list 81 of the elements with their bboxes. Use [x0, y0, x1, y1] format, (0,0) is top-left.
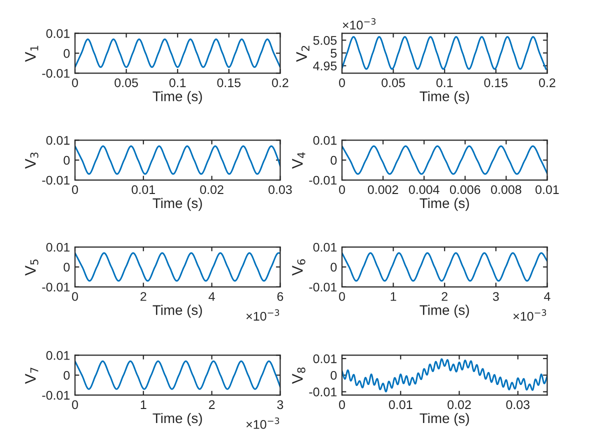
y-axis-title: V$_{2}$	[296, 46, 310, 62]
text: ×10$^{−3}$	[246, 309, 280, 321]
y-tick-label: 0.01	[313, 242, 337, 252]
x-axis-title: Time (s)	[152, 91, 202, 104]
y-tick-label: 0	[330, 156, 337, 165]
x-axis-title: Time (s)	[152, 304, 202, 318]
x-tick-label: 3	[277, 400, 284, 410]
x-tick-label: 0.02	[200, 185, 224, 194]
y-tick-label: 0.01	[46, 351, 70, 360]
y-tick-label: 0	[330, 262, 337, 272]
y-tick-label: 0.01	[46, 136, 70, 145]
y-tick-label: 0.01	[313, 136, 337, 145]
x-tick-label: 0.006	[450, 185, 480, 194]
y-axis-title: V$_{6}$	[292, 259, 306, 276]
y-tick-label: -0.01	[309, 176, 337, 185]
y-tick-label: 4.95	[313, 62, 337, 70]
y-tick-label: 0.01	[313, 354, 337, 364]
x-tick-label: 0	[339, 78, 345, 88]
x-axis-title: Time (s)	[152, 412, 202, 426]
y-tick-label: 0.01	[46, 242, 70, 252]
x-axis-title: Time (s)	[420, 412, 469, 426]
x-tick-label: 0.05	[114, 78, 138, 88]
x-tick-label: 4	[208, 292, 215, 301]
x-tick-label: 1	[140, 400, 146, 409]
x-tick-label: 0.2	[539, 78, 556, 88]
y-tick-label: 0.01	[46, 29, 70, 38]
y-tick-label: -0.01	[42, 282, 70, 292]
x-tick-label: 2	[442, 292, 448, 301]
y-axis-title: V$_{3}$	[25, 152, 38, 169]
text: ×10$^{−3}$	[342, 18, 376, 30]
x-tick-label: 0	[72, 292, 78, 301]
x-tick-label: 0.15	[484, 78, 508, 88]
x-tick-label: 0.05	[382, 78, 405, 88]
y-tick-label: -0.01	[309, 282, 337, 292]
x-tick-label: 0.01	[536, 185, 559, 194]
x-tick-label: 0.03	[268, 185, 292, 194]
y-axis-title: V$_{4}$	[292, 152, 306, 169]
y-tick-label: 0	[330, 370, 337, 380]
x-tick-label: 0	[72, 78, 78, 88]
x-tick-label: 0	[72, 185, 78, 194]
x-axis-title: Time (s)	[420, 198, 469, 211]
x-tick-label: 2	[208, 400, 215, 409]
x-tick-label: 0.2	[272, 78, 288, 88]
x-tick-label: 3	[492, 292, 499, 301]
y-tick-label: 5.05	[313, 36, 337, 45]
text: ×10$^{−3}$	[513, 309, 546, 321]
x-tick-label: 2	[140, 292, 146, 301]
x-axis-title: Time (s)	[420, 304, 469, 318]
x-tick-label: 0.008	[491, 185, 522, 194]
y-tick-label: 0	[64, 49, 70, 58]
x-tick-label: 0.15	[217, 78, 241, 88]
y-tick-label: -0.01	[309, 388, 337, 396]
y-axis-title: V$_{7}$	[25, 368, 38, 384]
y-axis-title: V$_{8}$	[292, 368, 306, 384]
x-axis-title: Time (s)	[420, 91, 469, 104]
x-tick-label: 0.004	[408, 185, 440, 194]
y-tick-label: -0.01	[42, 390, 70, 400]
x-tick-label: 0.01	[132, 185, 155, 194]
x-tick-label: 0	[339, 400, 345, 410]
y-tick-label: -0.01	[42, 176, 70, 185]
x-tick-label: 4	[544, 292, 550, 301]
y-axis-title: V$_{1}$	[25, 46, 38, 62]
y-tick-label: 0	[64, 370, 70, 380]
x-axis-title: Time (s)	[152, 198, 202, 211]
x-tick-label: 0.1	[436, 78, 453, 88]
text: ×10$^{−3}$	[246, 417, 280, 429]
y-tick-label: 0	[64, 262, 70, 272]
x-tick-label: 0	[339, 292, 345, 301]
x-tick-label: 1	[390, 292, 396, 301]
y-axis-title: V$_{5}$	[25, 260, 38, 276]
y-tick-label: 5	[330, 48, 337, 58]
x-tick-label: 0.002	[368, 185, 398, 194]
x-tick-label: 0.02	[448, 400, 471, 410]
x-tick-label: 0.1	[169, 78, 186, 88]
x-tick-label: 0.03	[506, 400, 530, 410]
x-tick-label: 0.01	[388, 400, 412, 410]
x-tick-label: 0	[339, 185, 345, 194]
x-tick-label: 6	[277, 292, 284, 301]
y-tick-label: -0.01	[42, 68, 70, 78]
x-tick-label: 0	[72, 400, 78, 410]
y-tick-label: 0	[64, 156, 70, 165]
